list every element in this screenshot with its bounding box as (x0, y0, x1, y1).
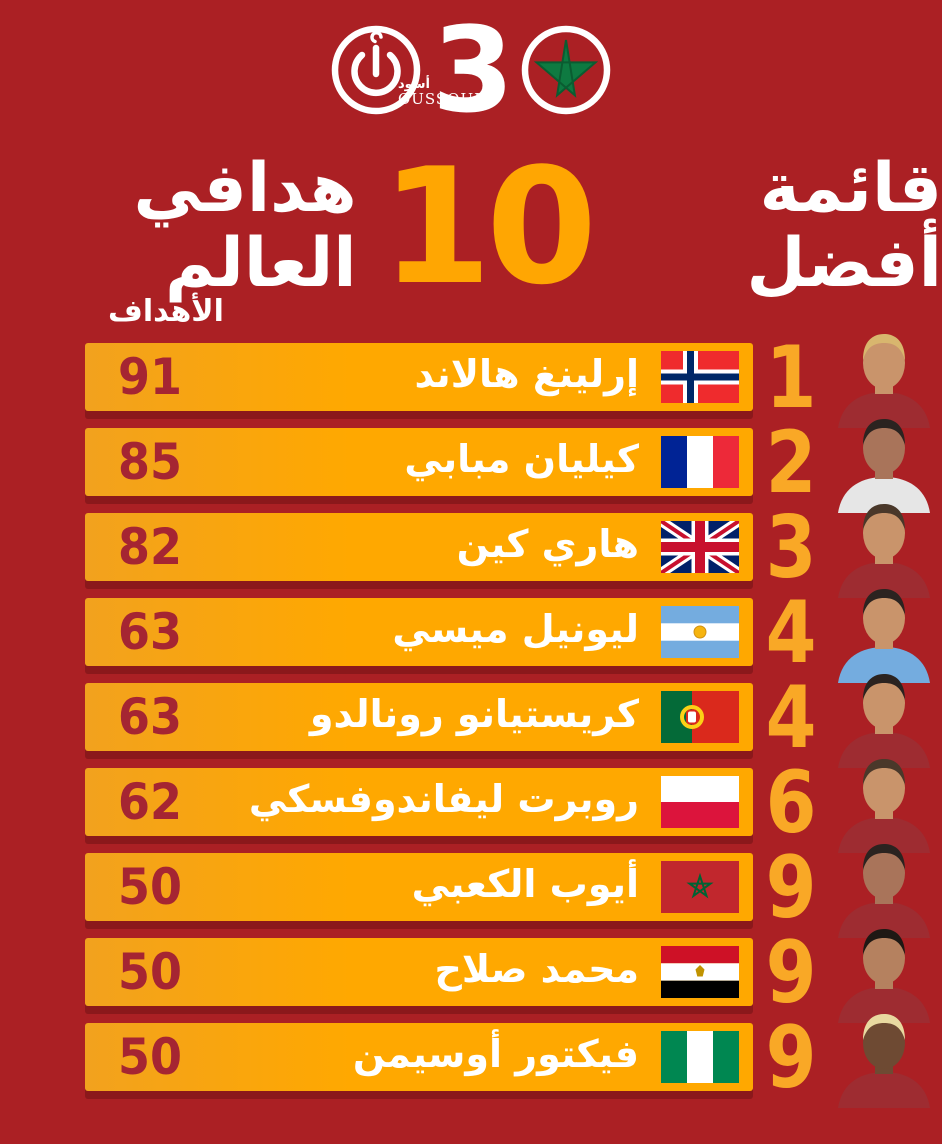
player-photo (826, 585, 942, 683)
title-prefix: قائمة أفضل (746, 149, 942, 303)
player-name: محمد صلاح (434, 947, 639, 991)
player-row: 63 ليونيل ميسي 4 (0, 583, 942, 683)
ranking-list: 91 إرلينغ هالاند 1 (0, 328, 942, 1108)
goals-value: 63 (117, 688, 183, 746)
player-name: أيوب الكعبي (411, 862, 639, 906)
player-row: 50 محمد صلاح 9 (0, 923, 942, 1023)
rank-number: 9 (765, 923, 817, 1023)
score-bar: 63 كريستيانو رونالدو (85, 683, 753, 751)
goals-value: 50 (117, 943, 183, 1001)
score-bar: 85 كيليان مبابي (85, 428, 753, 496)
norway-flag-icon (661, 351, 739, 403)
player-photo (826, 330, 942, 428)
goals-value: 82 (117, 518, 183, 576)
united-kingdom-flag-icon (658, 516, 742, 578)
player-row: 50 أيوب الكعبي 9 (0, 838, 942, 938)
score-bar: 63 ليونيل ميسي (85, 598, 753, 666)
player-name: ليونيل ميسي (392, 607, 639, 651)
logo-numeral-group: 3 أسود OUSSOUD (398, 1, 514, 139)
rank-number: 4 (765, 668, 817, 768)
title-suffix: هدافي العالم (133, 149, 357, 303)
power-icon (330, 24, 422, 116)
player-row: 82 هاري كين 3 (0, 498, 942, 598)
rank-number: 1 (765, 328, 817, 428)
score-bar: 91 إرلينغ هالاند (85, 343, 753, 411)
brand-name-arabic: أسود (397, 77, 430, 92)
egypt-flag-icon (661, 946, 739, 998)
player-photo (826, 500, 942, 598)
rank-number: 9 (765, 1008, 817, 1108)
player-photo (826, 670, 942, 768)
goals-value: 63 (117, 603, 183, 661)
player-photo (826, 415, 942, 513)
logo-numeral: 3 (431, 1, 514, 139)
rank-number: 9 (765, 838, 817, 938)
goals-value: 91 (117, 348, 183, 406)
player-row: 50 فيكتور أوسيمن 9 (0, 1008, 942, 1108)
rank-number: 6 (765, 753, 817, 853)
player-name: هاري كين (456, 522, 639, 566)
score-bar: 50 محمد صلاح (85, 938, 753, 1006)
goals-value: 50 (117, 1028, 183, 1086)
morocco-star-icon (520, 24, 612, 116)
rank-number: 3 (765, 498, 817, 598)
player-name: روبرت ليفاندوفسكي (248, 777, 639, 821)
player-photo (826, 755, 942, 853)
player-photo (826, 840, 942, 938)
player-name: فيكتور أوسيمن (352, 1032, 639, 1076)
title-number: 10 (380, 132, 598, 320)
goals-column-header: الأهداف (108, 294, 224, 329)
score-bar: 62 روبرت ليفاندوفسكي (85, 768, 753, 836)
score-bar: 50 فيكتور أوسيمن (85, 1023, 753, 1091)
nigeria-flag-icon (661, 1031, 739, 1083)
goals-value: 62 (117, 773, 183, 831)
player-photo (826, 1010, 942, 1108)
poland-flag-icon (661, 776, 739, 828)
main-title: قائمة أفضل 10 هدافي العالم (0, 132, 942, 320)
player-row: 91 إرلينغ هالاند 1 (0, 328, 942, 428)
rank-number: 4 (765, 583, 817, 683)
player-row: 85 كيليان مبابي 2 (0, 413, 942, 513)
player-row: 62 روبرت ليفاندوفسكي 6 (0, 753, 942, 853)
player-photo (826, 925, 942, 1023)
morocco-flag-icon (661, 861, 739, 913)
score-bar: 82 هاري كين (85, 513, 753, 581)
rank-number: 2 (765, 413, 817, 513)
goals-value: 85 (117, 433, 183, 491)
goals-value: 50 (117, 858, 183, 916)
logo: 3 أسود OUSSOUD (0, 1, 942, 139)
brand-name: أسود OUSSOUD (398, 78, 487, 107)
argentina-flag-icon (661, 606, 739, 658)
score-bar: 50 أيوب الكعبي (85, 853, 753, 921)
brand-name-latin: OUSSOUD (397, 89, 488, 108)
france-flag-icon (661, 436, 739, 488)
player-name: كريستيانو رونالدو (309, 692, 639, 736)
player-name: كيليان مبابي (404, 437, 639, 481)
player-row: 63 كريستيانو رونالدو 4 (0, 668, 942, 768)
player-name: إرلينغ هالاند (414, 352, 639, 396)
portugal-flag-icon (661, 691, 739, 743)
